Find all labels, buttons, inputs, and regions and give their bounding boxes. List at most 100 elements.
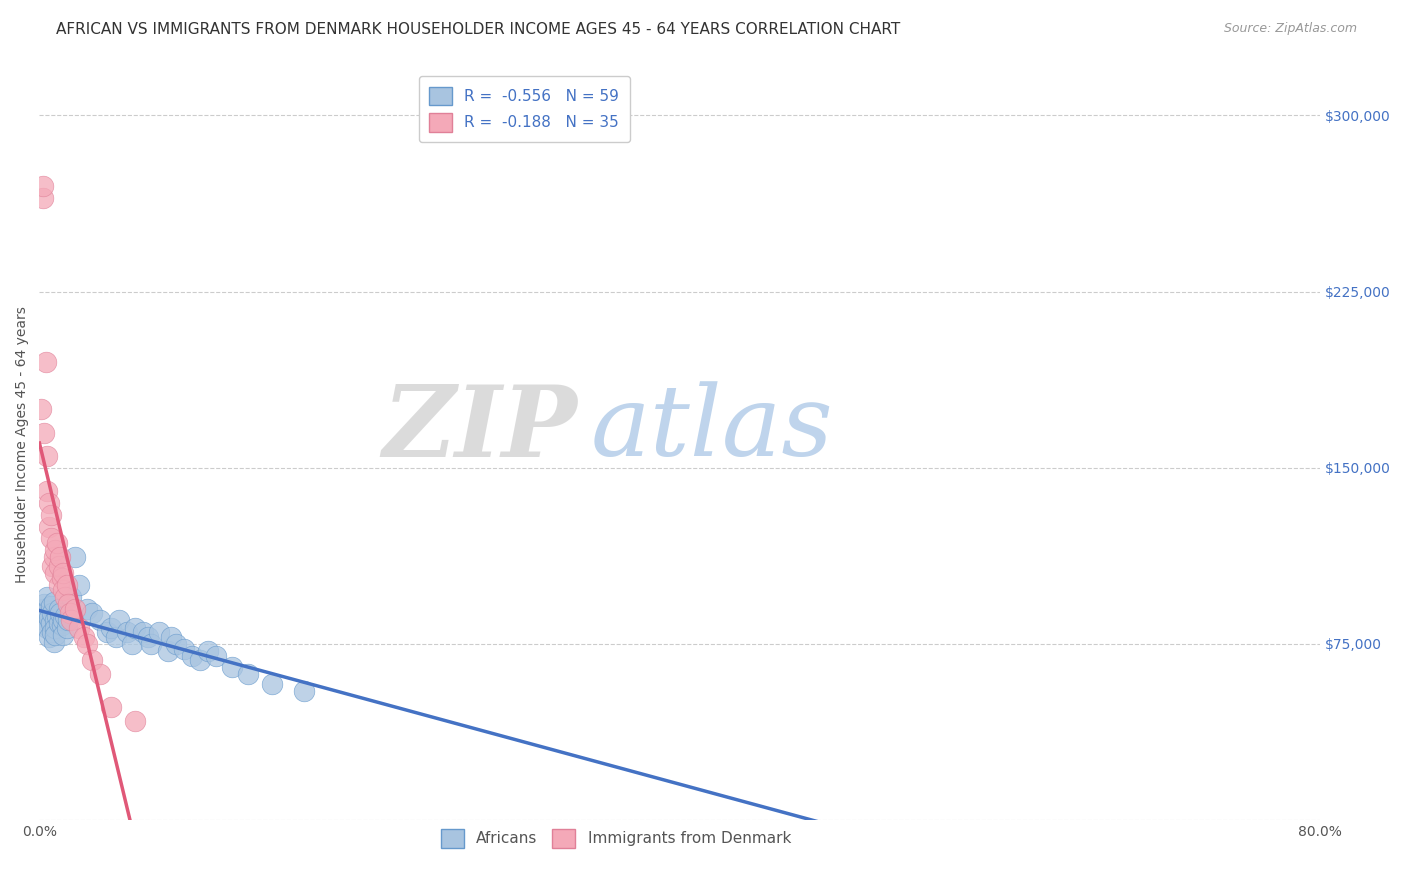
Point <box>42 549 65 564</box>
Point <box>53 608 76 623</box>
Point <box>30 607 52 621</box>
Point <box>44 620 66 634</box>
Point <box>37 604 59 618</box>
Point <box>46 608 69 623</box>
Point <box>197 644 219 658</box>
Point <box>44 627 66 641</box>
Point <box>49 549 72 564</box>
Point <box>96 625 118 640</box>
Point <box>159 630 181 644</box>
Y-axis label: Householder Income Ages 45 - 64 years: Householder Income Ages 45 - 64 years <box>15 306 30 582</box>
Point <box>156 644 179 658</box>
Point <box>89 614 111 628</box>
Point <box>32 597 55 611</box>
Point <box>52 582 75 597</box>
Point <box>173 641 195 656</box>
Point <box>148 625 170 640</box>
Point <box>52 614 75 628</box>
Text: AFRICAN VS IMMIGRANTS FROM DENMARK HOUSEHOLDER INCOME AGES 45 - 64 YEARS CORRELA: AFRICAN VS IMMIGRANTS FROM DENMARK HOUSE… <box>56 22 900 37</box>
Point <box>31 178 53 193</box>
Point <box>59 607 82 621</box>
Point <box>60 590 83 604</box>
Point <box>124 620 146 634</box>
Point <box>37 590 59 604</box>
Point <box>124 714 146 729</box>
Point <box>49 607 72 621</box>
Point <box>35 618 58 632</box>
Point <box>188 653 211 667</box>
Point <box>35 355 58 369</box>
Point <box>121 637 143 651</box>
Point <box>30 402 52 417</box>
Point <box>44 566 66 581</box>
Point <box>39 531 62 545</box>
Point <box>32 614 55 628</box>
Point <box>31 191 53 205</box>
Point <box>39 508 62 522</box>
Text: atlas: atlas <box>591 382 832 477</box>
Point <box>55 620 77 634</box>
Point <box>204 648 226 663</box>
Point <box>58 614 80 628</box>
Point <box>73 630 96 644</box>
Point <box>39 615 62 630</box>
Point <box>51 571 73 585</box>
Point <box>46 536 69 550</box>
Point <box>292 684 315 698</box>
Point <box>63 549 86 564</box>
Point <box>100 700 122 714</box>
Text: ZIP: ZIP <box>382 381 578 477</box>
Point <box>100 620 122 634</box>
Point <box>165 637 187 651</box>
Point <box>32 425 55 440</box>
Point <box>136 630 159 644</box>
Point <box>48 601 70 615</box>
Point <box>38 630 60 644</box>
Point <box>58 597 80 611</box>
Point <box>41 625 63 640</box>
Point <box>52 627 75 641</box>
Point <box>48 615 70 630</box>
Point <box>221 660 243 674</box>
Point <box>41 559 63 574</box>
Point <box>37 484 59 499</box>
Point <box>53 590 76 604</box>
Point <box>89 667 111 681</box>
Point <box>44 614 66 628</box>
Point <box>69 620 91 634</box>
Point <box>60 614 83 628</box>
Point <box>69 578 91 592</box>
Legend: Africans, Immigrants from Denmark: Africans, Immigrants from Denmark <box>434 823 797 854</box>
Point <box>42 595 65 609</box>
Point <box>82 653 104 667</box>
Point <box>38 519 60 533</box>
Point <box>108 614 131 628</box>
Text: Source: ZipAtlas.com: Source: ZipAtlas.com <box>1223 22 1357 36</box>
Point <box>51 618 73 632</box>
Point <box>76 601 98 615</box>
Point <box>31 601 53 615</box>
Point <box>48 559 70 574</box>
Point <box>39 599 62 614</box>
Point <box>260 677 283 691</box>
Point <box>82 607 104 621</box>
Point <box>63 601 86 615</box>
Point <box>38 496 60 510</box>
Point <box>236 667 259 681</box>
Point <box>132 625 155 640</box>
Point <box>117 625 139 640</box>
Point <box>42 634 65 648</box>
Point <box>48 578 70 592</box>
Point <box>38 611 60 625</box>
Point <box>55 578 77 592</box>
Point <box>76 637 98 651</box>
Point <box>141 637 163 651</box>
Point <box>41 607 63 621</box>
Point <box>52 566 75 581</box>
Point <box>37 449 59 463</box>
Point <box>180 648 202 663</box>
Point <box>37 620 59 634</box>
Point <box>35 608 58 623</box>
Point <box>105 630 128 644</box>
Point <box>44 543 66 558</box>
